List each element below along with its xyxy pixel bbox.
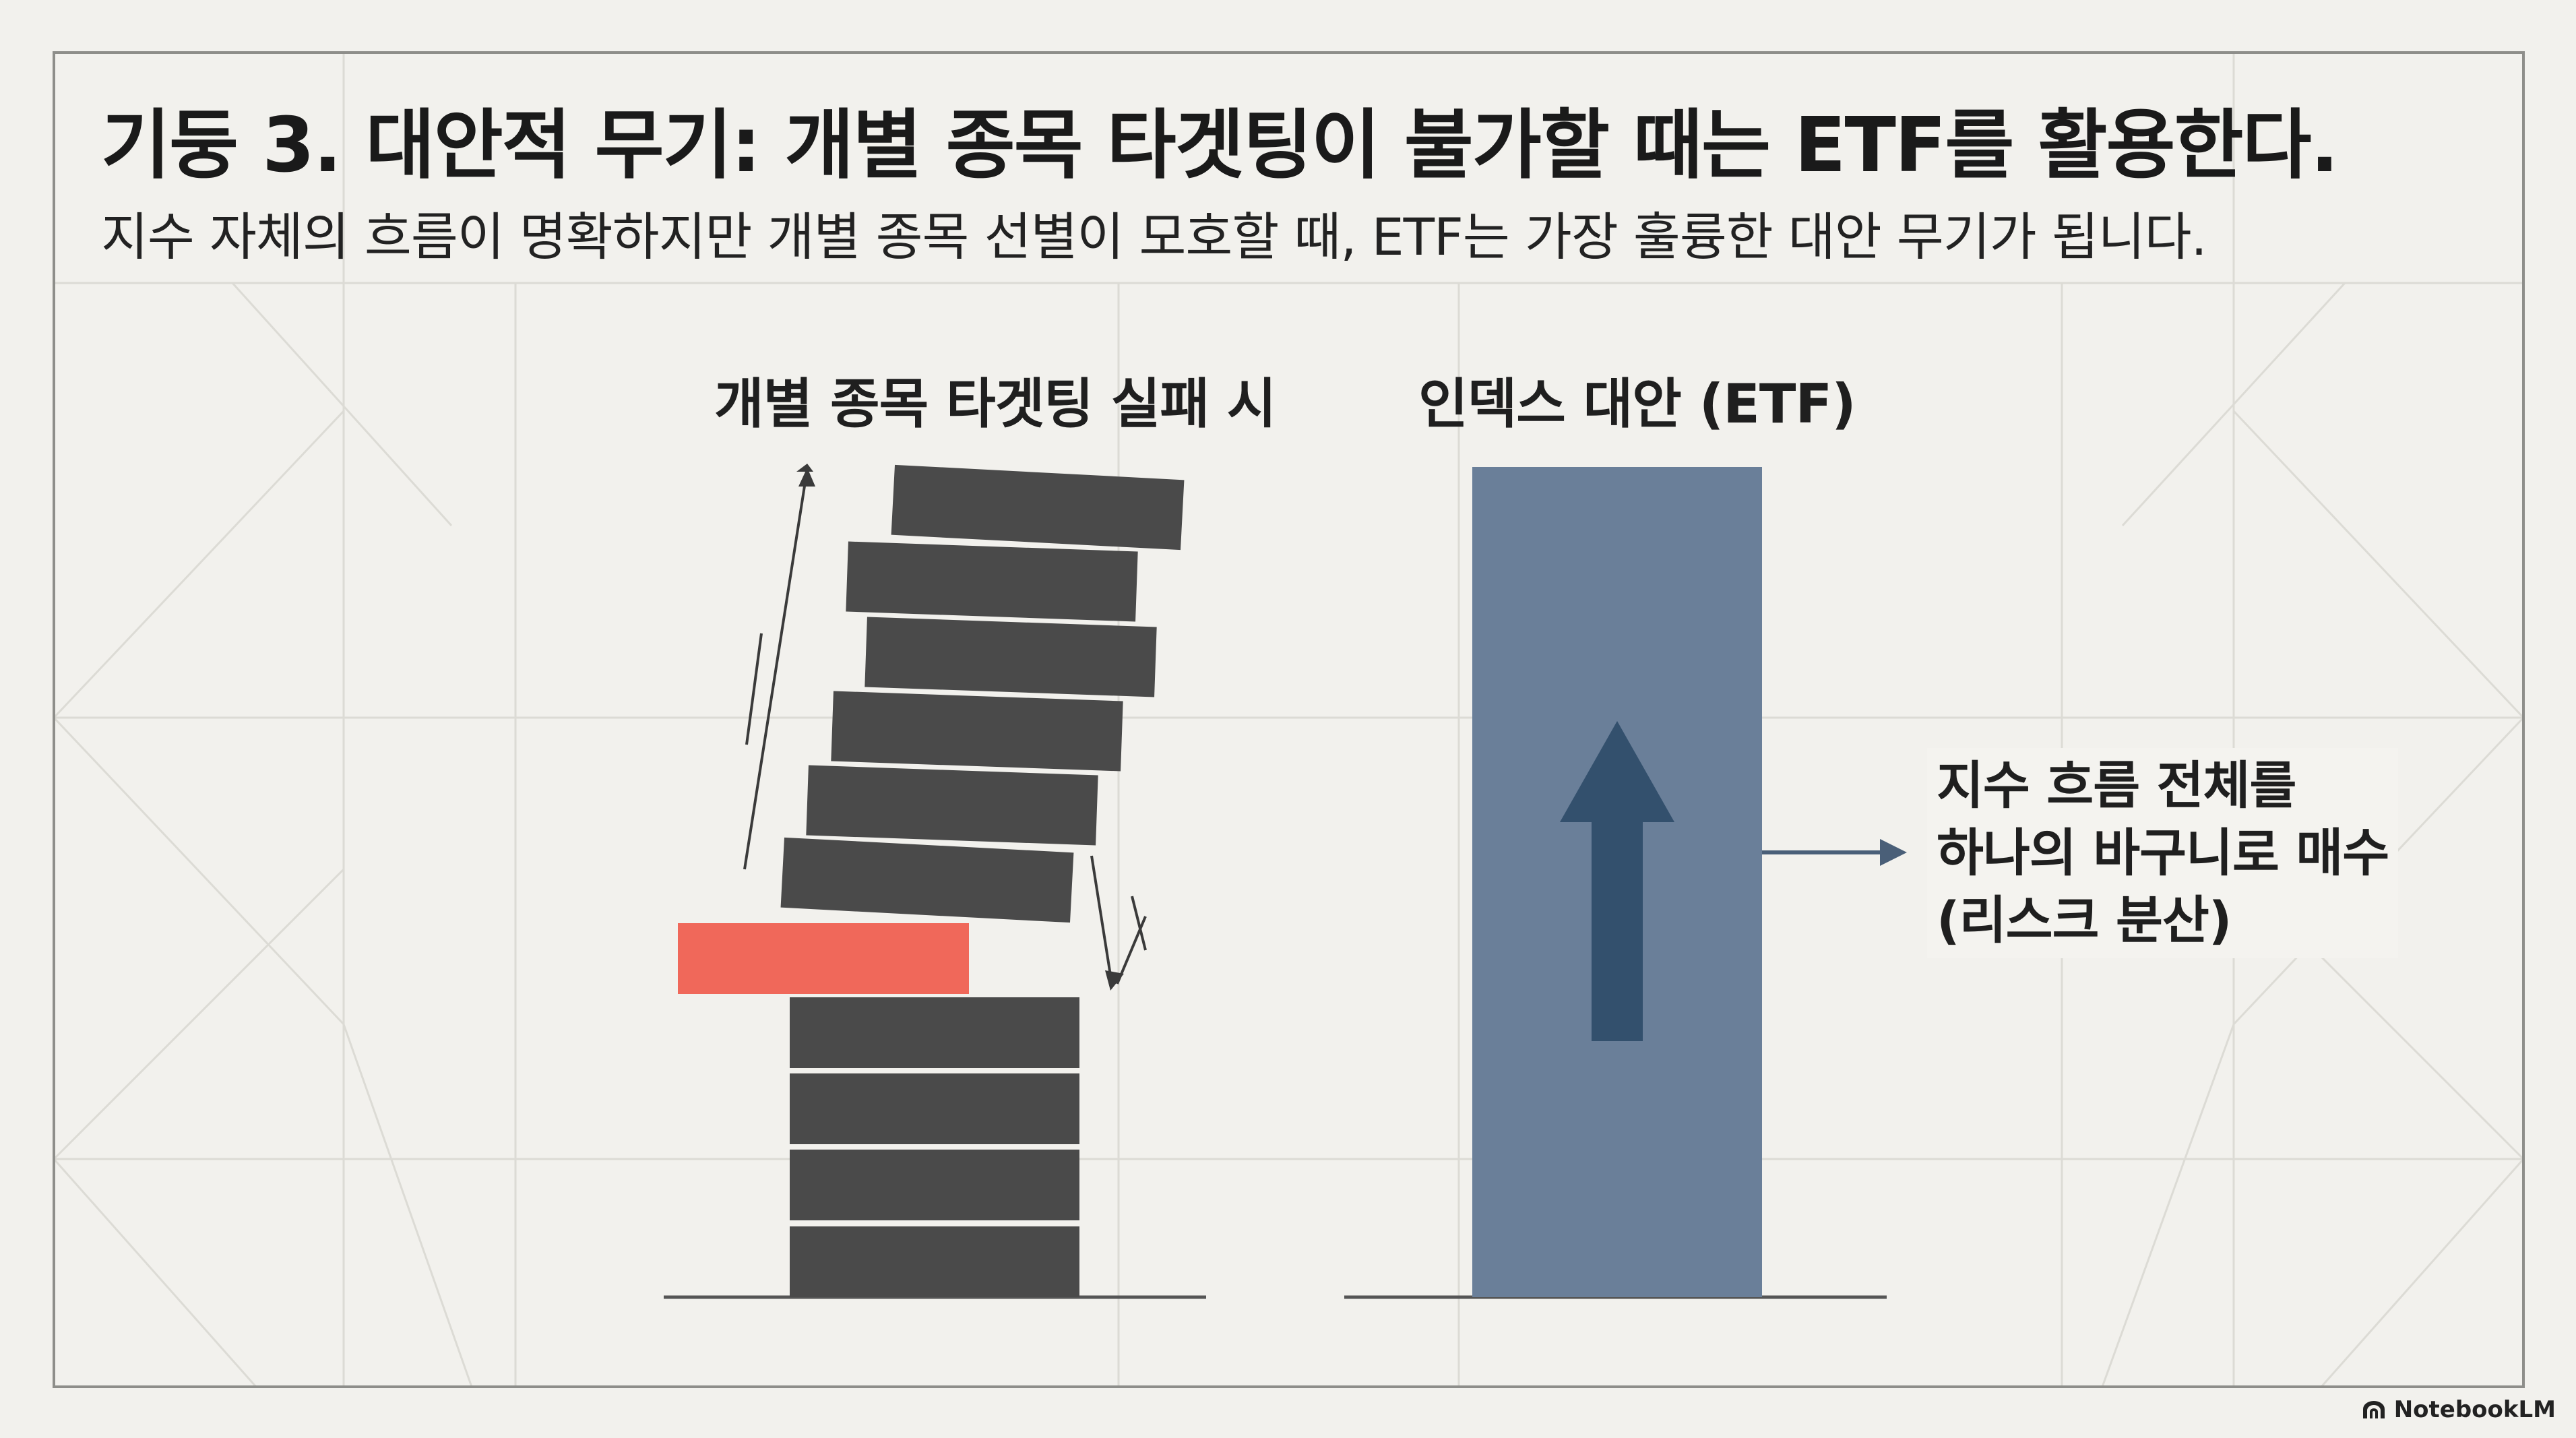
base-block [790, 997, 1079, 1068]
wobble-lines [743, 464, 1147, 991]
etf-arrow-shaft [1592, 815, 1643, 1041]
brand-watermark: NotebookLM [2360, 1396, 2556, 1423]
base-block [790, 1150, 1079, 1220]
slide-frame [53, 51, 2525, 1388]
page-subtitle: 지수 자체의 흐름이 명확하지만 개별 종목 선별이 모호할 때, ETF는 가… [101, 207, 2207, 267]
tilted-block [806, 765, 1098, 846]
etf-annotation: 지수 흐름 전체를 하나의 바구니로 매수 (리스크 분산) [1927, 748, 2399, 958]
base-block [790, 1073, 1079, 1144]
annotation-line: 하나의 바구니로 매수 [1937, 823, 2389, 883]
background-grid [53, 53, 2525, 1387]
failed-target-block [678, 923, 969, 994]
page-title: 기둥 3. 대안적 무기: 개별 종목 타겟팅이 불가할 때는 ETF를 활용한… [101, 102, 2339, 189]
tilted-block [891, 464, 1185, 551]
tilted-block [831, 691, 1123, 772]
tilted-block [865, 617, 1157, 697]
annotation-line: 지수 흐름 전체를 [1937, 755, 2296, 815]
annotation-pointer-head [1880, 839, 1907, 866]
annotation-line: (리스크 분산) [1937, 890, 2232, 950]
base-block [790, 1226, 1079, 1297]
etf-diagram [1344, 467, 1907, 1299]
etf-arrow-head [1560, 721, 1674, 822]
down-arrowhead [1105, 970, 1124, 991]
notebooklm-logo-icon [2360, 1400, 2387, 1420]
tilted-block [846, 541, 1138, 622]
up-arrowhead [798, 468, 815, 487]
brand-name: NotebookLM [2393, 1396, 2556, 1423]
tilted-block [780, 837, 1074, 923]
right-panel-heading: 인덱스 대안 (ETF) [1418, 373, 1856, 435]
left-panel-heading: 개별 종목 타겟팅 실패 시 [714, 373, 1276, 435]
failing-stack-diagram [664, 464, 1206, 1299]
